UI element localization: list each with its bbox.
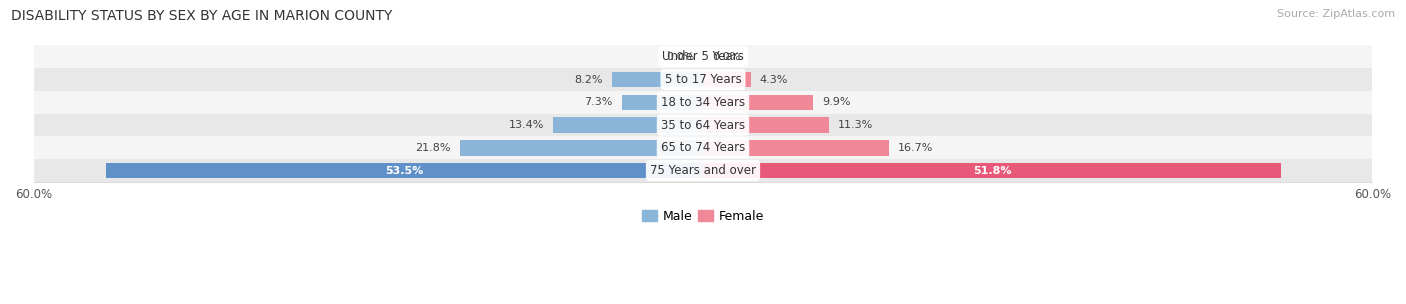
Bar [703, 140, 890, 156]
Bar [34, 114, 1372, 136]
Bar [34, 45, 1372, 68]
Bar [621, 95, 703, 110]
Text: 4.3%: 4.3% [759, 74, 789, 85]
Text: Source: ZipAtlas.com: Source: ZipAtlas.com [1277, 9, 1395, 19]
Legend: Male, Female: Male, Female [637, 205, 769, 228]
Bar [34, 68, 1372, 91]
Bar [703, 117, 830, 133]
Text: DISABILITY STATUS BY SEX BY AGE IN MARION COUNTY: DISABILITY STATUS BY SEX BY AGE IN MARIO… [11, 9, 392, 23]
Bar [34, 159, 1372, 182]
Text: 7.3%: 7.3% [585, 97, 613, 107]
Bar [105, 163, 703, 178]
Text: 35 to 64 Years: 35 to 64 Years [661, 119, 745, 132]
Bar [612, 72, 703, 87]
Text: 5 to 17 Years: 5 to 17 Years [665, 73, 741, 86]
Bar [460, 140, 703, 156]
Bar [703, 72, 751, 87]
Text: 65 to 74 Years: 65 to 74 Years [661, 141, 745, 154]
Text: 16.7%: 16.7% [898, 143, 934, 153]
Text: 8.2%: 8.2% [574, 74, 603, 85]
Bar [34, 91, 1372, 114]
Bar [34, 136, 1372, 159]
Bar [554, 117, 703, 133]
Text: 51.8%: 51.8% [973, 166, 1011, 176]
Text: 21.8%: 21.8% [415, 143, 451, 153]
Text: 18 to 34 Years: 18 to 34 Years [661, 96, 745, 109]
Text: 11.3%: 11.3% [838, 120, 873, 130]
Bar [703, 95, 814, 110]
Text: 13.4%: 13.4% [509, 120, 544, 130]
Bar [703, 163, 1281, 178]
Text: Under 5 Years: Under 5 Years [662, 50, 744, 63]
Text: 53.5%: 53.5% [385, 166, 423, 176]
Text: 0.0%: 0.0% [666, 52, 695, 62]
Text: 75 Years and over: 75 Years and over [650, 164, 756, 177]
Text: 0.0%: 0.0% [711, 52, 740, 62]
Text: 9.9%: 9.9% [823, 97, 851, 107]
